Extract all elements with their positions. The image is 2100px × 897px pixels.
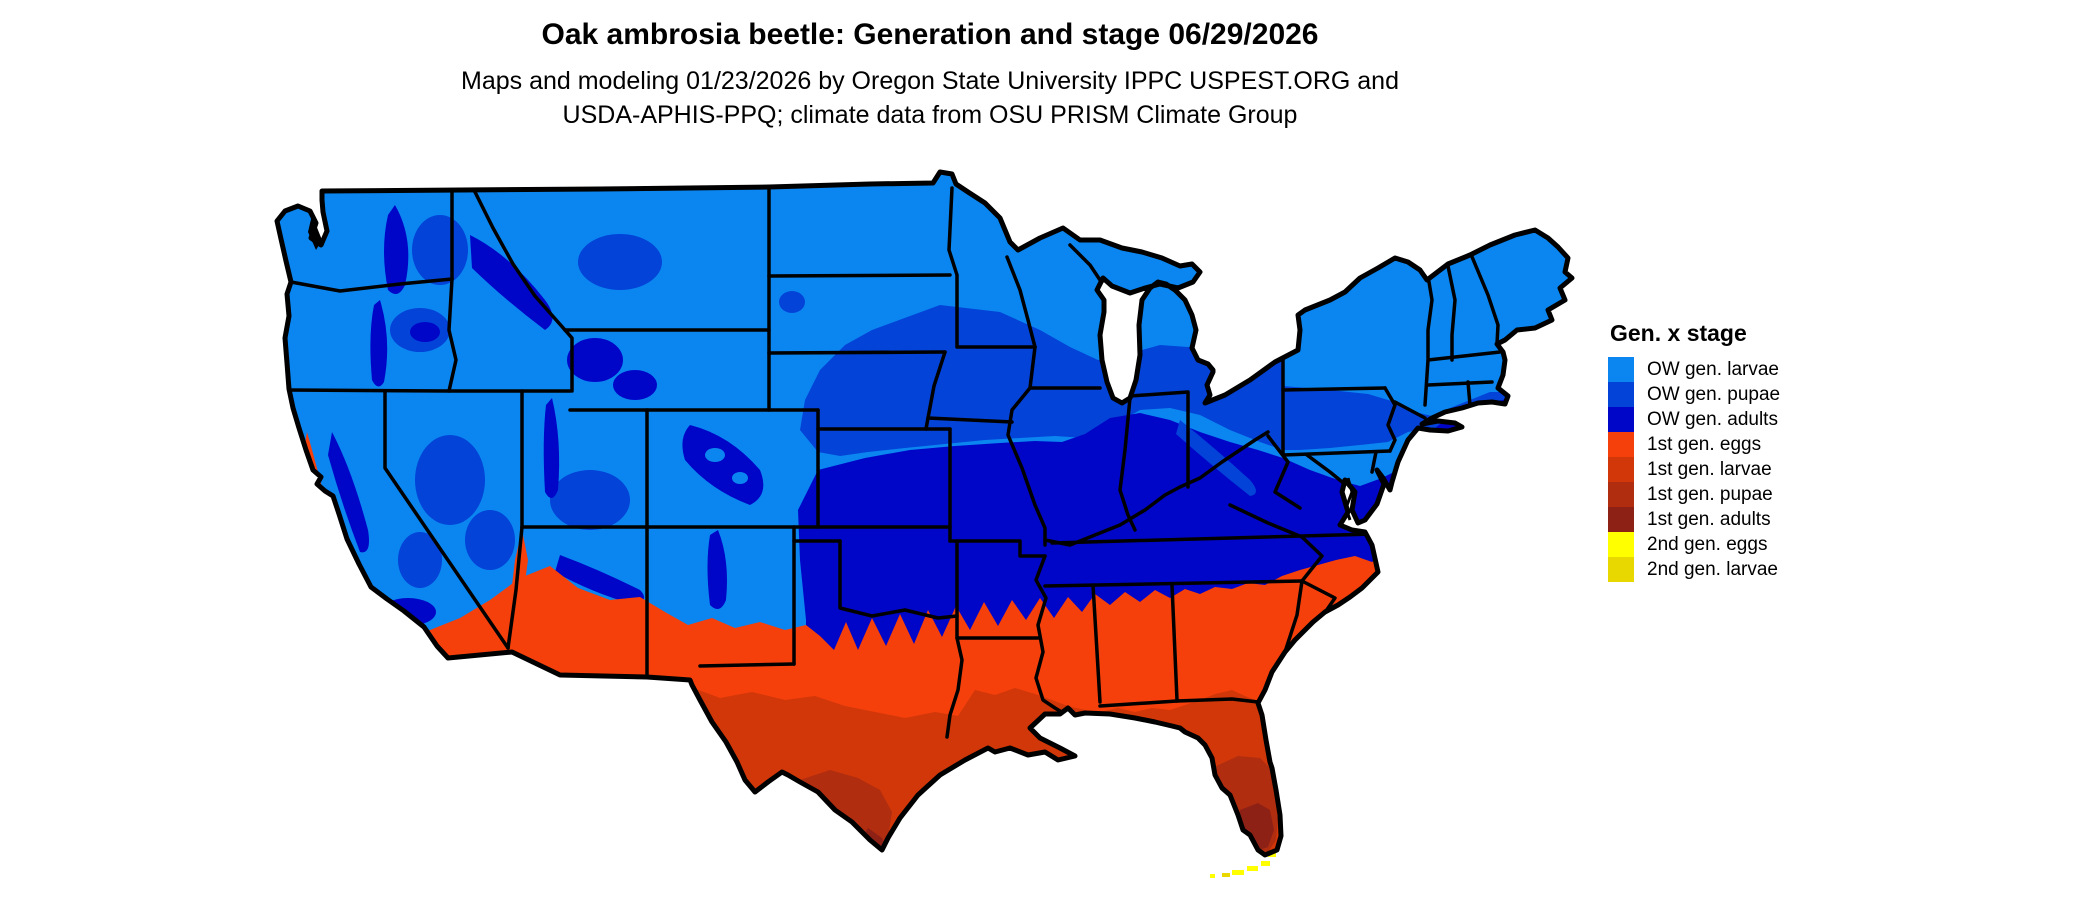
- map-region-socal-mountains: [368, 598, 436, 645]
- map-region-co-peaks: [705, 448, 748, 484]
- legend-item-label: 1st gen. eggs: [1647, 433, 1762, 455]
- legend-swatch-ow-larvae: [1608, 357, 1634, 382]
- map-region-appalachian-ridge: [1176, 420, 1256, 496]
- legend-item-label: 1st gen. larvae: [1647, 458, 1772, 480]
- map-region-g2-larvae-keys: [1222, 873, 1230, 877]
- map-region-ow-adults-mountains: [328, 205, 764, 609]
- map-subtitle: Maps and modeling 01/23/2026 by Oregon S…: [0, 64, 1860, 132]
- legend-item: OW gen. pupae: [1608, 382, 1780, 407]
- legend-item: 1st gen. adults: [1608, 507, 1780, 532]
- map-region-g2-eggs-keys: [1210, 853, 1276, 878]
- legend-item-label: 2nd gen. larvae: [1647, 558, 1778, 580]
- map-region-g1-larvae: [680, 686, 1300, 855]
- legend-swatch-g1-pupae: [1608, 482, 1634, 507]
- legend-item: 1st gen. pupae: [1608, 482, 1780, 507]
- legend-swatch-g2-larvae: [1608, 557, 1634, 582]
- legend-item: 2nd gen. eggs: [1608, 532, 1780, 557]
- legend-swatch-g2-eggs: [1608, 532, 1634, 557]
- map-subtitle-line2: USDA-APHIS-PPQ; climate data from OSU PR…: [562, 101, 1298, 129]
- legend-item: 1st gen. larvae: [1608, 457, 1780, 482]
- map-subtitle-line1: Maps and modeling 01/23/2026 by Oregon S…: [461, 67, 1399, 95]
- state-borders: [283, 185, 1502, 740]
- legend-swatch-g1-larvae: [1608, 457, 1634, 482]
- legend-item-label: 2nd gen. eggs: [1647, 533, 1768, 555]
- legend-item-label: 1st gen. pupae: [1647, 483, 1773, 505]
- legend-item: OW gen. adults: [1608, 407, 1780, 432]
- legend-item-label: 1st gen. adults: [1647, 508, 1771, 530]
- legend-item: OW gen. larvae: [1608, 357, 1780, 382]
- legend: Gen. x stage OW gen. larvae OW gen. pupa…: [1608, 320, 1780, 582]
- legend-item-label: OW gen. larvae: [1647, 358, 1779, 380]
- legend-swatch-g1-eggs: [1608, 432, 1634, 457]
- legend-item-label: OW gen. pupae: [1647, 383, 1781, 405]
- legend-item: 2nd gen. larvae: [1608, 557, 1780, 582]
- map-region-g1-adults: [860, 803, 1274, 854]
- legend-swatch-g1-adults: [1608, 507, 1634, 532]
- map-header: Oak ambrosia beetle: Generation and stag…: [0, 0, 1860, 132]
- map-title: Oak ambrosia beetle: Generation and stag…: [541, 18, 1319, 51]
- legend-swatch-ow-adults: [1608, 407, 1634, 432]
- legend-swatch-ow-pupae: [1608, 382, 1634, 407]
- legend-item: 1st gen. eggs: [1608, 432, 1780, 457]
- legend-item-label: OW gen. adults: [1647, 408, 1778, 430]
- legend-title: Gen. x stage: [1610, 320, 1747, 346]
